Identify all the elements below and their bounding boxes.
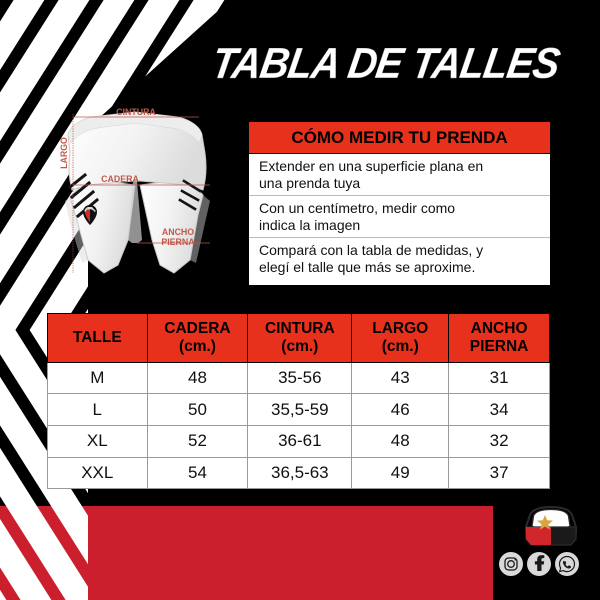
svg-text:CADERA: CADERA: [101, 174, 139, 184]
svg-text:LARGO: LARGO: [59, 137, 69, 169]
svg-text:PIERNA: PIERNA: [161, 237, 195, 247]
svg-text:ANCHO: ANCHO: [162, 227, 194, 237]
svg-text:CINTURA: CINTURA: [116, 107, 156, 117]
